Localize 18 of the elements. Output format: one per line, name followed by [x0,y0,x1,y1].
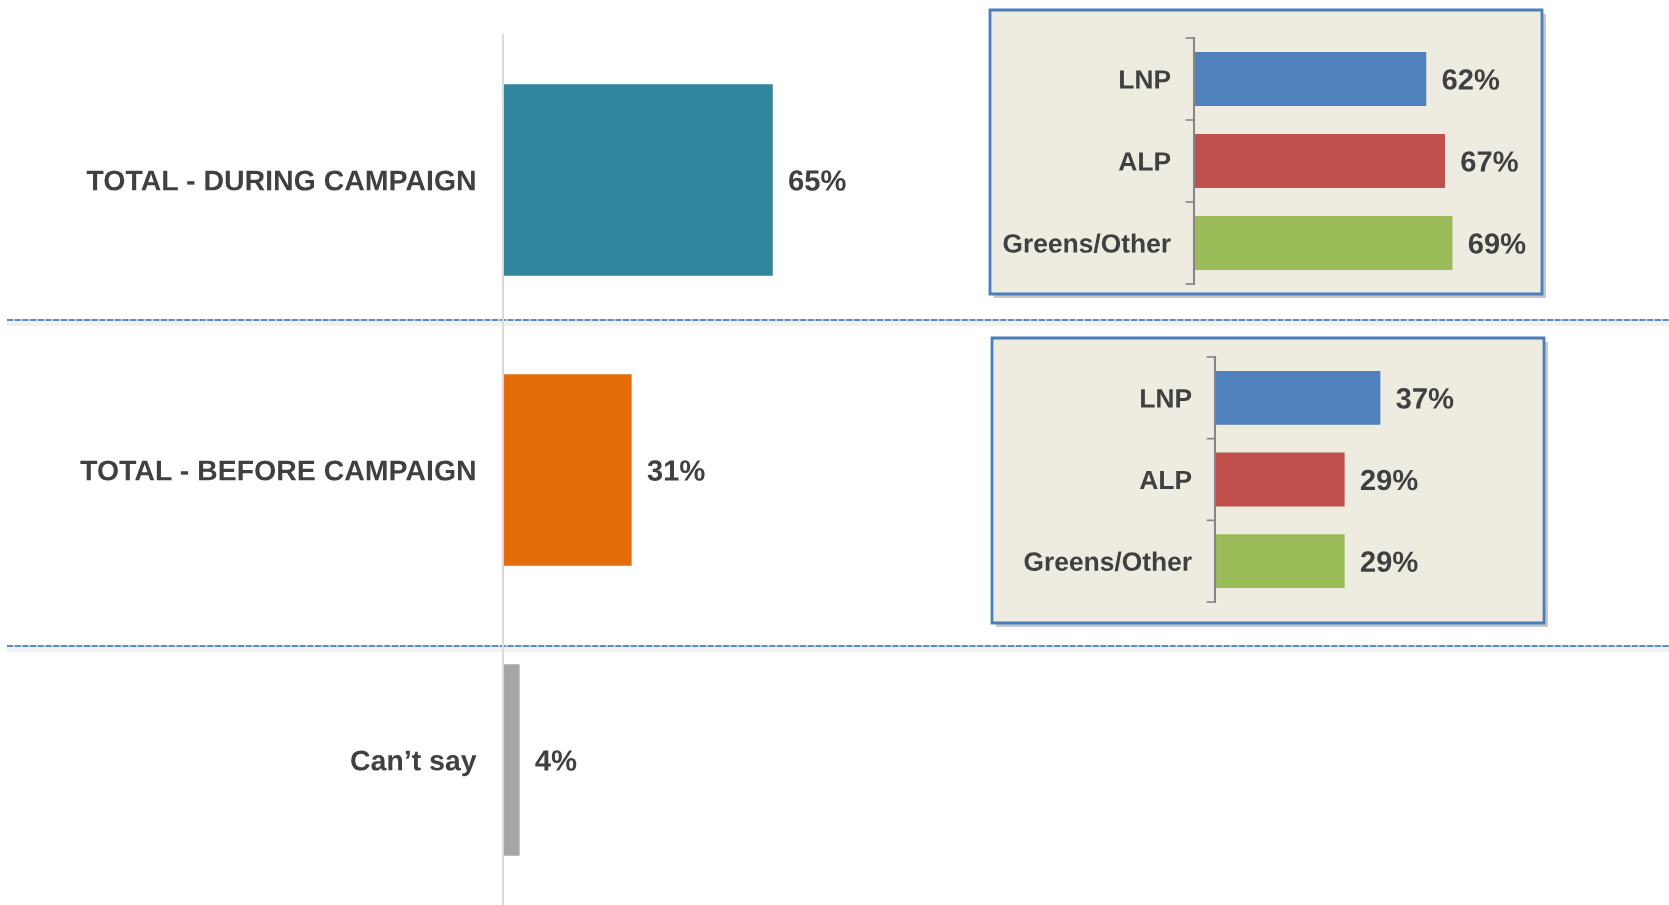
y-tick-label: Greens/Other [1024,551,1192,572]
data-label: 37% [1396,388,1454,409]
y-tick-label: ALP [1139,470,1192,490]
data-label: 31% [647,460,705,481]
y-tick-label: Can’t say [351,750,477,777]
data-label: 67% [1461,151,1518,172]
data-label: 65% [789,170,846,191]
y-tick-label: TOTAL - BEFORE CAMPAIGN [80,460,475,481]
y-tick-label: ALP [1118,152,1171,171]
y-tick-label: LNP [1120,70,1171,89]
y-tick-label: Greens/Other [1003,233,1171,254]
data-label: 4% [535,750,577,771]
y-tick-label: TOTAL - DURING CAMPAIGN [86,170,475,191]
data-label: 29% [1360,469,1418,491]
data-label: 62% [1442,69,1500,90]
y-tick-label: LNP [1141,389,1192,408]
data-label: 69% [1468,233,1526,254]
data-label: 29% [1360,551,1418,573]
